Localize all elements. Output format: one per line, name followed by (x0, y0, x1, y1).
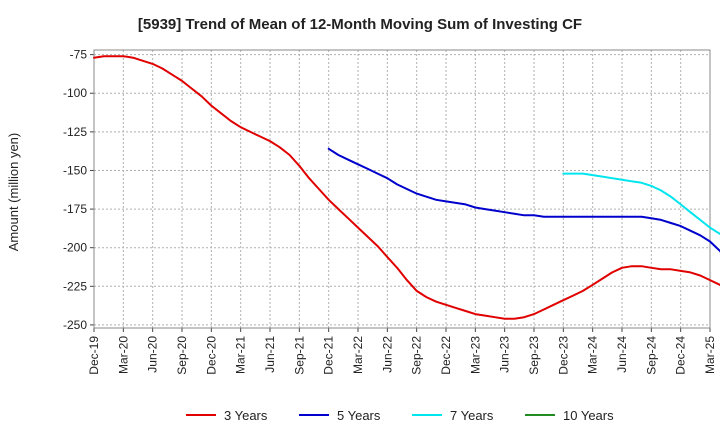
series-lines (93, 55, 720, 320)
x-tick-label: Mar-20 (116, 336, 130, 374)
x-tick-label: Jun-21 (263, 336, 277, 373)
x-tick-label: Mar-24 (586, 336, 600, 374)
y-axis-ticks: -75 -100 -125 -150 -175 -200 -225 -250 (63, 48, 94, 332)
x-tick-label: Sep-24 (644, 336, 658, 375)
x-tick-label: Jun-23 (498, 336, 512, 373)
y-tick-label: -225 (63, 279, 87, 293)
x-tick-label: Dec-24 (674, 336, 688, 375)
x-tick-label: Sep-22 (410, 336, 424, 375)
x-tick-label: Dec-20 (204, 336, 218, 375)
x-tick-label: Mar-23 (468, 336, 482, 374)
x-tick-label: Mar-25 (703, 336, 717, 374)
x-tick-label: Sep-20 (175, 336, 189, 375)
legend: 3 Years 5 Years 7 Years 10 Years (186, 408, 614, 423)
x-tick-label: Jun-20 (146, 336, 160, 373)
x-tick-label: Mar-21 (234, 336, 248, 374)
legend-label: 3 Years (224, 408, 268, 423)
gridlines (93, 50, 711, 328)
y-tick-label: -75 (70, 48, 88, 62)
chart-title: [5939] Trend of Mean of 12-Month Moving … (138, 16, 582, 33)
y-tick-label: -100 (63, 86, 87, 100)
legend-label: 7 Years (450, 408, 494, 423)
x-tick-label: Dec-22 (439, 336, 453, 375)
x-tick-label: Sep-23 (527, 336, 541, 375)
legend-label: 10 Years (563, 408, 614, 423)
y-tick-label: -250 (63, 318, 87, 332)
y-tick-label: -200 (63, 241, 87, 255)
series-line-3-years (93, 55, 720, 320)
x-tick-label: Dec-21 (322, 336, 336, 375)
y-tick-label: -175 (63, 202, 87, 216)
plot-area-frame (93, 49, 711, 329)
y-tick-label: -150 (63, 163, 87, 177)
series-line-5-years (327, 147, 720, 253)
x-tick-label: Dec-23 (556, 336, 570, 375)
x-tick-label: Jun-22 (380, 336, 394, 373)
y-tick-label: -125 (63, 125, 87, 139)
legend-label: 5 Years (337, 408, 381, 423)
x-tick-label: Mar-22 (351, 336, 365, 374)
x-axis-ticks: Dec-19 Mar-20 Jun-20 Sep-20 Dec-20 Mar-21 Jun-… (87, 328, 717, 375)
y-axis-label: Amount (million yen) (6, 133, 21, 252)
x-tick-label: Dec-19 (87, 336, 101, 375)
x-tick-label: Jun-24 (615, 336, 629, 373)
x-tick-label: Sep-21 (292, 336, 306, 375)
series-line-7-years (562, 172, 720, 235)
